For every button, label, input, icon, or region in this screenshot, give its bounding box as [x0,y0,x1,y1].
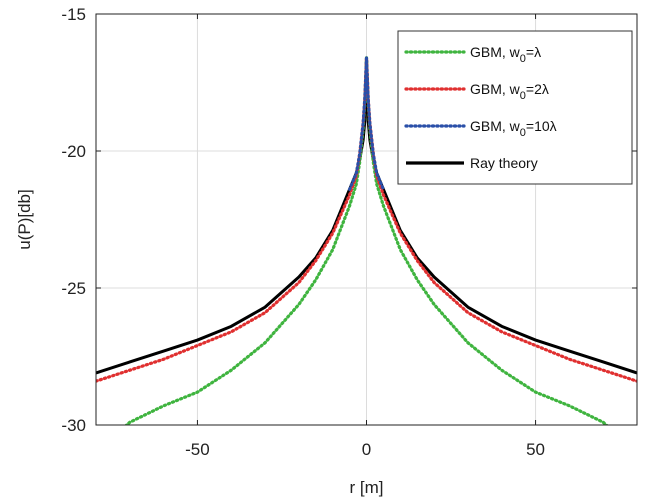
legend-label-1: GBM, w0=2λ [470,81,549,102]
legend-label-2: GBM, w0=10λ [470,118,557,139]
y-axis-label: u(P)[db] [15,189,34,249]
legend: GBM, w0=λ GBM, w0=2λ GBM, w0=10λ Ray theory [397,30,633,185]
ticks: -50 0 50 -30 -25 -20 -15 [61,5,637,459]
series-line-2 [347,56,386,191]
x-axis-label: r [m] [350,478,384,497]
x-tick-label: 0 [362,440,371,459]
legend-box [397,30,633,185]
legend-label-3: Ray theory [470,155,538,171]
x-tick-label: -50 [185,440,210,459]
y-tick-label: -20 [61,142,86,161]
y-tick-label: -15 [61,5,86,24]
y-tick-label: -25 [61,279,86,298]
x-tick-label: 50 [526,440,545,459]
legend-label-0: GBM, w0=λ [470,44,541,65]
series-layer [96,56,637,425]
y-tick-label: -30 [61,416,86,435]
